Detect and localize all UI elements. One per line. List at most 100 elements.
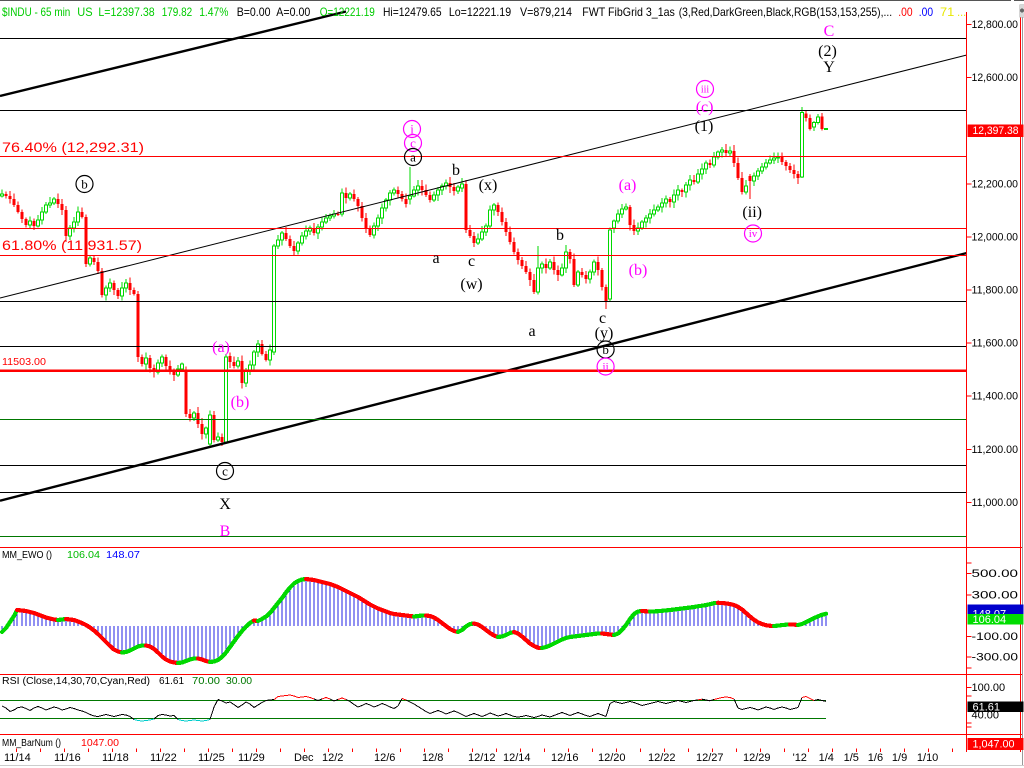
svg-text:(a): (a) xyxy=(212,339,230,356)
svg-text:-100.00: -100.00 xyxy=(972,631,1019,643)
svg-text:L=12397.38: L=12397.38 xyxy=(98,5,155,19)
svg-text:11,800.00: 11,800.00 xyxy=(972,285,1019,297)
svg-text:12,000.00: 12,000.00 xyxy=(972,231,1019,243)
svg-text:B=0.00: B=0.00 xyxy=(237,5,271,19)
svg-text:b: b xyxy=(556,227,564,244)
svg-text:i: i xyxy=(410,121,414,136)
svg-text:(b): (b) xyxy=(629,262,648,279)
svg-text:MM_BarNum (): MM_BarNum () xyxy=(2,738,61,749)
svg-text:11,600.00: 11,600.00 xyxy=(972,338,1019,350)
svg-text:iv: iv xyxy=(749,228,758,240)
svg-text:11/25: 11/25 xyxy=(198,752,225,764)
svg-text:.00: .00 xyxy=(898,5,913,19)
svg-text:61.61: 61.61 xyxy=(159,676,184,687)
svg-text:(3,Red,DarkGreen,Black,RGB(153: (3,Red,DarkGreen,Black,RGB(153,153,255),… xyxy=(679,5,892,19)
svg-text:iii: iii xyxy=(701,84,710,95)
svg-text:b: b xyxy=(452,162,460,179)
svg-text:b: b xyxy=(81,176,88,191)
svg-text:(w): (w) xyxy=(460,276,482,293)
svg-text:Dec: Dec xyxy=(294,752,314,764)
svg-text:61.80% (11,931.57): 61.80% (11,931.57) xyxy=(2,237,142,253)
svg-text:a: a xyxy=(528,323,535,340)
svg-text:11,400.00: 11,400.00 xyxy=(972,391,1019,403)
svg-text:c: c xyxy=(410,135,416,150)
svg-text:1/6: 1/6 xyxy=(868,752,883,764)
svg-text:71: 71 xyxy=(940,5,955,19)
svg-text:12/2: 12/2 xyxy=(322,752,343,764)
svg-text:12/14: 12/14 xyxy=(503,752,531,764)
svg-text:US: US xyxy=(77,5,92,19)
svg-text:11,000.00: 11,000.00 xyxy=(972,497,1019,509)
svg-text:11/22: 11/22 xyxy=(150,752,177,764)
svg-text:12/20: 12/20 xyxy=(598,752,626,764)
svg-text:FWT FibGrid 3_1as: FWT FibGrid 3_1as xyxy=(582,5,675,19)
svg-text:1/9: 1/9 xyxy=(892,752,907,764)
svg-text:12/12: 12/12 xyxy=(468,752,496,764)
svg-text:B: B xyxy=(220,523,231,540)
svg-text:X: X xyxy=(219,496,231,513)
svg-text:-300.00: -300.00 xyxy=(972,652,1019,664)
svg-text:12/6: 12/6 xyxy=(374,752,395,764)
svg-text:40.00: 40.00 xyxy=(972,710,1000,722)
svg-text:(ii): (ii) xyxy=(742,204,762,221)
svg-text:1,047.00: 1,047.00 xyxy=(973,739,1015,751)
svg-text:(a): (a) xyxy=(619,177,637,194)
svg-text:11/18: 11/18 xyxy=(102,752,129,764)
svg-text:106.04: 106.04 xyxy=(67,550,100,561)
svg-text:V=879,214: V=879,214 xyxy=(520,5,572,19)
svg-text:c: c xyxy=(468,253,475,270)
svg-text:61.61: 61.61 xyxy=(973,702,1001,714)
svg-text:(c): (c) xyxy=(696,99,714,116)
svg-text:12/22: 12/22 xyxy=(648,752,676,764)
svg-text:c: c xyxy=(222,463,228,478)
svg-text:179.82: 179.82 xyxy=(162,5,193,19)
svg-text:(b): (b) xyxy=(231,394,250,411)
svg-text:1/10: 1/10 xyxy=(917,752,938,764)
svg-text:b: b xyxy=(602,342,609,357)
svg-text:12,397.38: 12,397.38 xyxy=(973,125,1019,137)
svg-text:Lo=12221.19: Lo=12221.19 xyxy=(449,5,511,19)
svg-text:11/29: 11/29 xyxy=(238,752,265,764)
svg-text:12/16: 12/16 xyxy=(551,752,579,764)
svg-text:300.00: 300.00 xyxy=(972,590,1019,602)
svg-text:O=12221.19: O=12221.19 xyxy=(320,5,375,19)
svg-text:Y: Y xyxy=(823,59,835,76)
svg-text:76.40% (12,292.31): 76.40% (12,292.31) xyxy=(2,139,144,155)
svg-text:148.07: 148.07 xyxy=(106,550,140,561)
svg-text:C: C xyxy=(824,23,835,40)
svg-text:12,600.00: 12,600.00 xyxy=(972,72,1019,84)
svg-text:12/8: 12/8 xyxy=(422,752,443,764)
svg-text:a: a xyxy=(432,250,439,267)
svg-text:a: a xyxy=(410,149,416,164)
svg-text:c: c xyxy=(599,310,606,327)
svg-text:ii: ii xyxy=(603,361,609,373)
svg-text:A=0.00: A=0.00 xyxy=(276,5,310,19)
svg-text:...: ... xyxy=(957,5,966,19)
svg-text:12,200.00: 12,200.00 xyxy=(972,178,1019,190)
svg-text:11/14: 11/14 xyxy=(4,752,31,764)
svg-text:RSI (Close,14,30,70,Cyan,Red): RSI (Close,14,30,70,Cyan,Red) xyxy=(2,676,150,687)
svg-text:11503.00: 11503.00 xyxy=(2,356,46,368)
svg-text:(2): (2) xyxy=(818,43,837,60)
svg-text:12,800.00: 12,800.00 xyxy=(972,19,1019,31)
svg-text:100.00: 100.00 xyxy=(972,682,1006,694)
svg-text:(x): (x) xyxy=(479,177,498,194)
svg-text:'12: '12 xyxy=(793,752,807,764)
svg-text:1/5: 1/5 xyxy=(844,752,859,764)
svg-text:500.00: 500.00 xyxy=(972,568,1019,580)
svg-text:106.04: 106.04 xyxy=(973,614,1007,626)
svg-text:1.47%: 1.47% xyxy=(199,5,229,19)
svg-text:12/29: 12/29 xyxy=(743,752,771,764)
svg-text:11/16: 11/16 xyxy=(54,752,81,764)
svg-text:1047.00: 1047.00 xyxy=(81,738,119,749)
svg-text:1/4: 1/4 xyxy=(819,752,834,764)
svg-text:(1): (1) xyxy=(695,118,714,135)
svg-text:70.00: 70.00 xyxy=(192,676,220,687)
svg-text:MM_EWO (): MM_EWO () xyxy=(2,550,52,561)
svg-text:12/27: 12/27 xyxy=(696,752,724,764)
svg-text:.00: .00 xyxy=(919,5,934,19)
svg-text:30.00: 30.00 xyxy=(226,676,252,687)
svg-text:11,200.00: 11,200.00 xyxy=(972,444,1019,456)
svg-text:(y): (y) xyxy=(595,325,614,342)
svg-text:$INDU - 65 min: $INDU - 65 min xyxy=(2,5,70,19)
